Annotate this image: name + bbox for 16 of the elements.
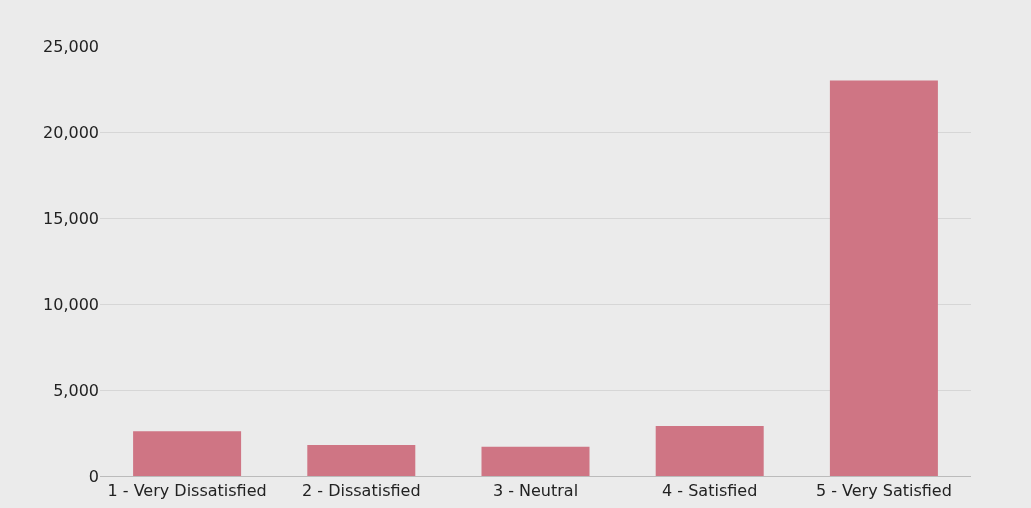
bar xyxy=(655,426,764,476)
x-tick-label: 2 - Dissatisfied xyxy=(302,481,421,501)
y-tick-label: 20,000 xyxy=(43,122,99,142)
bar xyxy=(307,445,416,476)
bar xyxy=(481,446,590,476)
y-tick-label: 25,000 xyxy=(43,36,99,56)
bar xyxy=(133,431,242,476)
x-tick-label: 1 - Very Dissatisfied xyxy=(107,481,267,501)
bar xyxy=(829,80,938,476)
y-tick-label: 0 xyxy=(88,466,99,486)
x-tick-label: 3 - Neutral xyxy=(492,481,579,501)
y-tick-label: 5,000 xyxy=(53,380,99,400)
y-tick-label: 10,000 xyxy=(43,294,99,314)
y-tick-label: 15,000 xyxy=(43,208,99,228)
x-tick-label: 5 - Very Satisfied xyxy=(815,481,952,501)
x-tick-label: 4 - Satisfied xyxy=(662,481,758,501)
